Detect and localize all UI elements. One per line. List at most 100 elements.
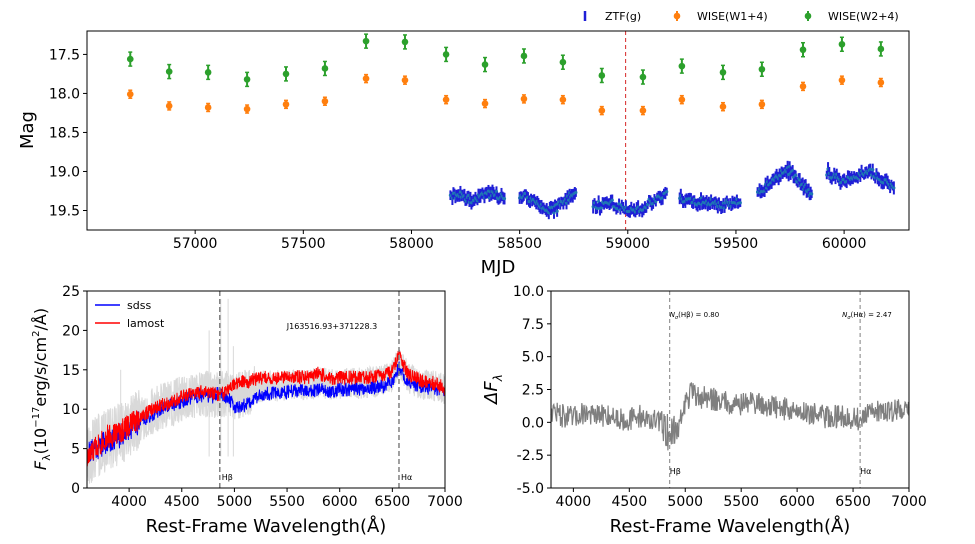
light-curve-x-tick-label: 60000 xyxy=(822,236,867,252)
spectra-y-tick-label: 20 xyxy=(62,323,80,339)
legend-wise-w2-marker xyxy=(804,12,812,20)
difference-x-label: Rest-Frame Wavelength(Å) xyxy=(610,515,851,537)
spectra-y-label-exp: −17 xyxy=(31,407,42,428)
light-curve-y-label: Mag xyxy=(17,111,38,149)
wise-w1-point xyxy=(877,79,885,86)
ztf-point xyxy=(807,188,811,192)
note-n: N xyxy=(670,311,676,319)
wise-w2-point xyxy=(282,70,290,78)
wise-w2-point xyxy=(204,69,212,76)
wise-w2-point xyxy=(838,40,846,48)
ztf-point xyxy=(868,167,872,171)
light-curve-y-tick-label: 18.0 xyxy=(49,86,80,102)
wise-w1-point xyxy=(481,100,489,107)
difference-y-tick-label: 7.5 xyxy=(522,317,544,333)
legend-wise-w1-marker xyxy=(673,12,681,20)
light-curve-x-tick-label: 57000 xyxy=(173,236,218,252)
spectra-plot-area xyxy=(87,298,445,484)
ztf-point xyxy=(566,198,571,202)
difference-x-tick-label: 5000 xyxy=(667,494,703,510)
spectra-x-tick-label: 7000 xyxy=(427,494,463,510)
wise-w1-point xyxy=(678,96,686,103)
wise-w2-point xyxy=(401,38,409,46)
wise-w2-point xyxy=(481,61,489,68)
spectra-line-label: Hβ xyxy=(222,473,233,482)
spectra-y-label-lambda: λ xyxy=(40,454,53,461)
wise-w2-point xyxy=(799,46,807,54)
difference-y-tick-label: -2.5 xyxy=(517,448,544,464)
wise-w2-point xyxy=(243,76,251,83)
ztf-point xyxy=(494,189,499,194)
wise-w1-point xyxy=(639,107,647,114)
note-sigma: σ xyxy=(847,315,851,321)
spectra-panel: Hβ Hα 4000 4500 5000 5500 6000 6500 7000 0 5 10 15 2… xyxy=(31,284,463,537)
light-curve-y-tick-label: 19.5 xyxy=(49,203,80,219)
wise-w2-point xyxy=(598,72,606,79)
wise-w1-point xyxy=(442,96,450,103)
ztf-point xyxy=(595,206,599,211)
wise-w2-point xyxy=(719,69,727,76)
difference-axes: 4000 4500 5000 5500 6000 6500 7000 -5.0 -2.5 0.0 2… xyxy=(513,284,927,510)
note-value: (Hα) = 2.47 xyxy=(851,311,892,319)
wise-w2-point xyxy=(126,55,134,63)
light-curve-x-label: MJD xyxy=(481,257,516,278)
note-value: (Hβ) = 0.80 xyxy=(678,311,719,319)
ztf-point xyxy=(738,201,742,205)
difference-line-label: Hα xyxy=(860,467,871,476)
light-curve-data xyxy=(126,31,896,230)
ztf-point xyxy=(617,202,621,206)
light-curve-axes: 57000 57500 58000 58500 59000 59500 60000 17.5 1… xyxy=(49,47,867,252)
legend-sdss-label: sdss xyxy=(127,299,151,312)
ztf-point xyxy=(555,209,559,213)
spectra-data: Hβ Hα xyxy=(87,291,445,488)
difference-frame xyxy=(550,290,910,489)
ztf-point xyxy=(810,192,814,196)
ztf-point xyxy=(564,201,569,205)
difference-x-tick-label: 7000 xyxy=(891,494,927,510)
spectra-y-label: Fλ(10−17erg/s/cm2/Å) xyxy=(31,308,53,470)
legend-ztf-label: ZTF(g) xyxy=(605,10,641,23)
light-curve-x-tick-label: 58500 xyxy=(497,236,542,252)
difference-x-tick-label: 4000 xyxy=(556,494,592,510)
spectra-y-label-ang: /Å) xyxy=(31,308,50,331)
light-curve-frame xyxy=(86,30,910,231)
ztf-point xyxy=(871,168,875,172)
legend-lamost-label: lamost xyxy=(127,317,165,330)
spectra-legend: sdss lamost xyxy=(95,299,165,330)
spectra-x-label: Rest-Frame Wavelength(Å) xyxy=(146,515,387,537)
spectra-y-label-f: F xyxy=(31,460,50,470)
difference-y-label-lambda: λ xyxy=(491,374,505,382)
light-curve-x-tick-label: 59000 xyxy=(606,236,651,252)
spectra-y-label-erg: erg/s/cm xyxy=(31,337,50,407)
ztf-point xyxy=(502,197,507,201)
difference-line-label: Hβ xyxy=(670,467,681,476)
spectra-y-label-unit: (10 xyxy=(31,428,50,455)
difference-x-tick-label: 4500 xyxy=(611,494,647,510)
light-curve-y-tick-label: 17.5 xyxy=(49,47,80,63)
ztf-point xyxy=(646,202,650,207)
ztf-point xyxy=(665,190,669,194)
light-curve-y-tick-label: 19.0 xyxy=(49,164,80,180)
spectra-annotation: J163516.93+371228.3 xyxy=(286,322,378,331)
ztf-point xyxy=(610,198,614,202)
spectra-line-label: Hα xyxy=(401,473,412,482)
difference-y-label: ΔFλ xyxy=(481,374,505,406)
wise-w1-point xyxy=(243,105,251,113)
wise-w1-point xyxy=(719,103,727,110)
spectra-y-tick-label: 5 xyxy=(71,442,80,458)
wise-w2-point xyxy=(442,51,450,58)
wise-w1-point xyxy=(204,104,212,111)
light-curve-x-tick-label: 59500 xyxy=(714,236,759,252)
note-sigma: σ xyxy=(675,315,679,321)
wise-w2-point xyxy=(520,52,528,60)
wise-w2-point xyxy=(678,62,686,70)
spectra-x-tick-label: 6000 xyxy=(322,494,358,510)
wise-w2-point xyxy=(321,65,329,72)
spectra-x-tick-label: 4500 xyxy=(164,494,200,510)
spectra-x-tick-label: 4000 xyxy=(111,494,147,510)
spectra-y-tick-label: 0 xyxy=(71,481,80,497)
wise-w1-point xyxy=(126,90,134,98)
